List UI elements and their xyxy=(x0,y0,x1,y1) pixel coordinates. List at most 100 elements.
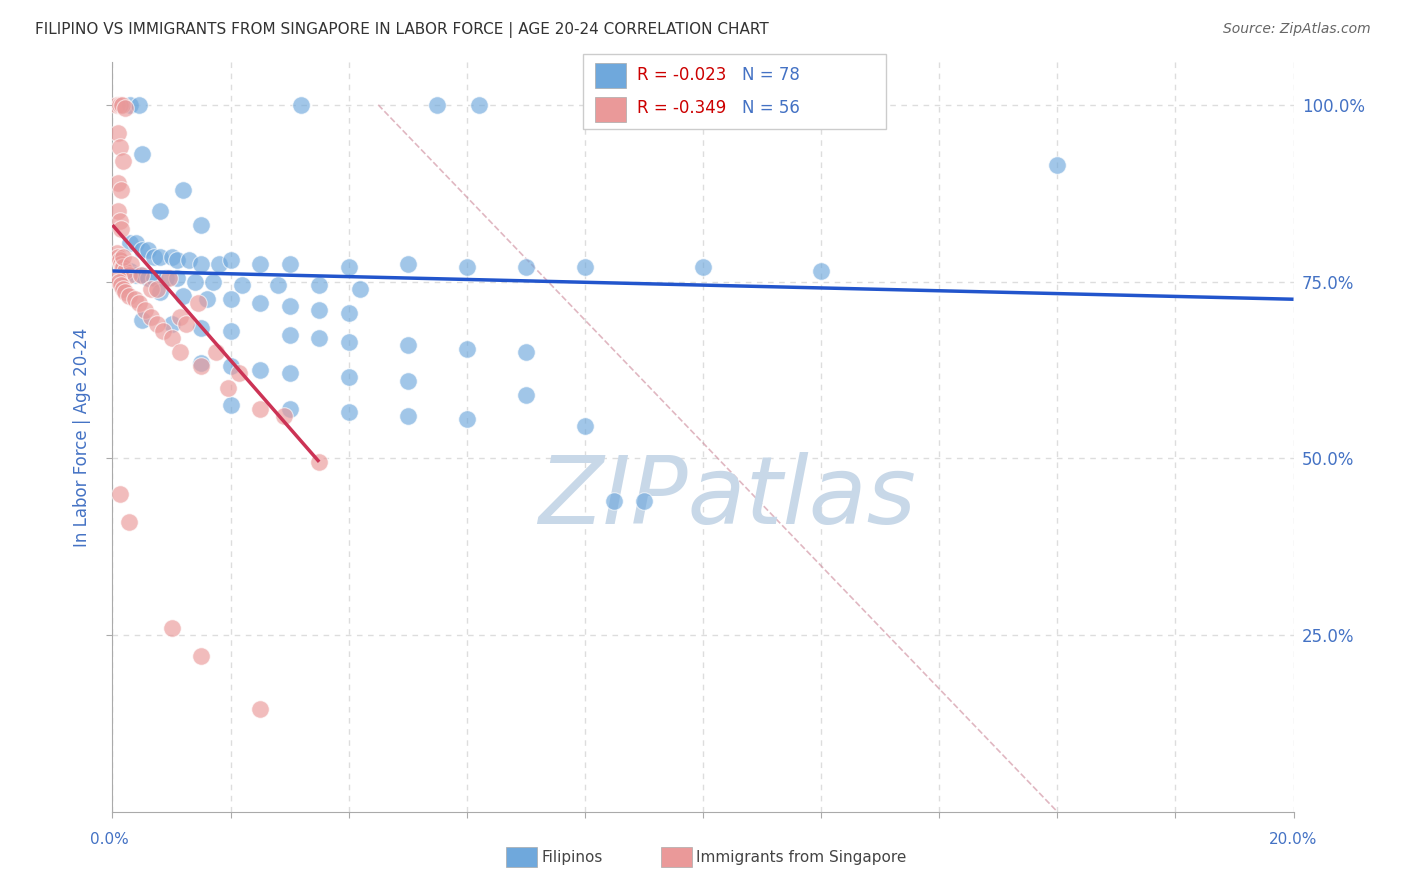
Point xyxy=(108,275,131,289)
Point xyxy=(308,278,330,293)
Point xyxy=(603,493,626,508)
Point xyxy=(219,398,242,412)
Point xyxy=(308,331,330,345)
Point xyxy=(278,299,301,313)
Point xyxy=(349,282,371,296)
Point xyxy=(107,250,129,264)
Point xyxy=(169,345,191,359)
Point xyxy=(217,381,239,395)
Point xyxy=(107,203,129,218)
Point xyxy=(190,218,212,232)
Point xyxy=(278,257,301,271)
Point xyxy=(105,98,128,112)
Point xyxy=(190,359,212,374)
Point xyxy=(112,264,135,278)
Point xyxy=(249,702,271,716)
Point xyxy=(172,183,194,197)
Point xyxy=(249,295,271,310)
Point xyxy=(456,412,478,426)
Point xyxy=(308,455,330,469)
Point xyxy=(396,409,419,423)
Point xyxy=(190,356,212,370)
Point xyxy=(633,493,655,508)
Point xyxy=(110,221,132,235)
Point xyxy=(120,235,142,250)
Point xyxy=(201,275,224,289)
Point xyxy=(111,260,134,275)
Point xyxy=(205,345,228,359)
Point xyxy=(131,313,153,327)
Point xyxy=(166,253,188,268)
Point xyxy=(219,324,242,338)
Point xyxy=(337,405,360,419)
Point xyxy=(515,260,537,275)
Point xyxy=(112,260,135,275)
Point xyxy=(426,98,449,112)
Point xyxy=(108,486,131,500)
Point xyxy=(149,285,172,300)
Point xyxy=(105,246,128,260)
Point xyxy=(139,282,162,296)
Text: N = 56: N = 56 xyxy=(742,99,800,117)
Point xyxy=(337,306,360,320)
Point xyxy=(160,331,183,345)
Point xyxy=(187,295,209,310)
Point xyxy=(155,271,177,285)
Point xyxy=(574,260,596,275)
Point xyxy=(120,98,142,112)
Text: R = -0.349: R = -0.349 xyxy=(637,99,725,117)
Point xyxy=(160,250,183,264)
Point xyxy=(114,102,136,116)
Point xyxy=(129,268,152,282)
Point xyxy=(396,338,419,352)
Point xyxy=(157,271,180,285)
Point xyxy=(249,363,271,377)
Point xyxy=(131,147,153,161)
Point xyxy=(190,649,212,664)
Point xyxy=(396,374,419,388)
Point xyxy=(174,317,197,331)
Point xyxy=(467,98,489,112)
Point xyxy=(142,271,165,285)
Point xyxy=(108,214,131,228)
Point xyxy=(169,310,191,324)
Point xyxy=(179,253,201,268)
Point xyxy=(114,285,136,300)
Text: Filipinos: Filipinos xyxy=(541,850,603,864)
Text: N = 78: N = 78 xyxy=(742,66,800,84)
Point xyxy=(112,282,135,296)
Point xyxy=(810,264,832,278)
Point xyxy=(120,264,142,278)
Text: 20.0%: 20.0% xyxy=(1270,832,1317,847)
Point xyxy=(515,345,537,359)
Point xyxy=(111,98,134,112)
Point xyxy=(166,271,188,285)
Point xyxy=(152,324,174,338)
Point xyxy=(149,250,172,264)
Point xyxy=(195,292,218,306)
Point xyxy=(219,359,242,374)
Point xyxy=(574,419,596,434)
Point xyxy=(456,342,478,356)
Point xyxy=(249,401,271,416)
Point xyxy=(110,183,132,197)
Point xyxy=(118,289,141,303)
Point xyxy=(110,257,132,271)
Point xyxy=(120,257,142,271)
Point xyxy=(337,334,360,349)
Point xyxy=(118,515,141,529)
Point xyxy=(110,278,132,293)
Text: 0.0%: 0.0% xyxy=(90,832,129,847)
Point xyxy=(125,235,148,250)
Point xyxy=(308,302,330,317)
Point xyxy=(219,292,242,306)
Text: R = -0.023: R = -0.023 xyxy=(637,66,727,84)
Point xyxy=(249,257,271,271)
Point xyxy=(124,292,146,306)
Point xyxy=(278,401,301,416)
Point xyxy=(139,310,162,324)
Point xyxy=(208,257,231,271)
Point xyxy=(108,140,131,154)
Point xyxy=(107,176,129,190)
Point xyxy=(290,98,312,112)
